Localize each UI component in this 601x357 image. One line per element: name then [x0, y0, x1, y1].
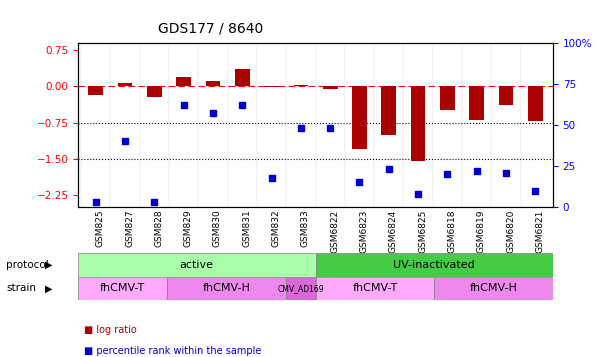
- Text: GSM825: GSM825: [96, 209, 105, 247]
- FancyBboxPatch shape: [78, 277, 167, 300]
- Text: GSM829: GSM829: [184, 209, 193, 247]
- Text: GSM6822: GSM6822: [330, 209, 339, 253]
- Text: fhCMV-T: fhCMV-T: [100, 283, 145, 293]
- Point: [120, 139, 130, 144]
- Bar: [528, 86, 543, 121]
- Bar: [352, 86, 367, 149]
- Bar: [293, 85, 308, 86]
- Text: ▶: ▶: [45, 260, 52, 270]
- Point: [91, 199, 100, 205]
- Text: GSM6820: GSM6820: [506, 209, 515, 253]
- Text: fhCMV-H: fhCMV-H: [203, 283, 251, 293]
- Text: fhCMV-T: fhCMV-T: [352, 283, 397, 293]
- Text: GSM828: GSM828: [154, 209, 163, 247]
- Point: [267, 175, 276, 180]
- Text: GSM6821: GSM6821: [535, 209, 545, 253]
- Text: CMV_AD169: CMV_AD169: [278, 284, 324, 293]
- Point: [325, 125, 335, 131]
- Point: [237, 102, 247, 108]
- Text: strain: strain: [6, 283, 36, 293]
- Bar: [147, 86, 162, 97]
- FancyBboxPatch shape: [286, 277, 316, 300]
- Bar: [176, 77, 191, 86]
- Bar: [499, 86, 513, 105]
- Point: [296, 125, 306, 131]
- Bar: [410, 86, 426, 161]
- Bar: [235, 69, 249, 86]
- Text: ■ percentile rank within the sample: ■ percentile rank within the sample: [84, 346, 261, 356]
- Bar: [264, 86, 279, 87]
- Bar: [88, 86, 103, 95]
- Point: [472, 168, 481, 174]
- Bar: [440, 86, 455, 110]
- Point: [179, 102, 189, 108]
- FancyBboxPatch shape: [316, 277, 435, 300]
- Point: [150, 199, 159, 205]
- Text: GSM6824: GSM6824: [389, 209, 398, 253]
- Text: protocol: protocol: [6, 260, 49, 270]
- Text: ■ log ratio: ■ log ratio: [84, 325, 137, 335]
- Text: GDS177 / 8640: GDS177 / 8640: [157, 21, 263, 35]
- Bar: [206, 81, 221, 86]
- Bar: [382, 86, 396, 135]
- Bar: [118, 83, 132, 86]
- FancyBboxPatch shape: [435, 277, 553, 300]
- Text: GSM831: GSM831: [242, 209, 251, 247]
- Text: GSM832: GSM832: [272, 209, 281, 247]
- Point: [442, 171, 452, 177]
- Text: fhCMV-H: fhCMV-H: [469, 283, 517, 293]
- Bar: [469, 86, 484, 120]
- Point: [531, 188, 540, 193]
- Text: GSM6823: GSM6823: [359, 209, 368, 253]
- Text: GSM6825: GSM6825: [418, 209, 427, 253]
- FancyBboxPatch shape: [316, 253, 553, 277]
- Bar: [323, 86, 338, 89]
- Text: active: active: [180, 260, 214, 270]
- FancyBboxPatch shape: [167, 277, 286, 300]
- Point: [208, 111, 218, 116]
- Text: UV-inactivated: UV-inactivated: [393, 260, 475, 270]
- FancyBboxPatch shape: [78, 253, 316, 277]
- Text: GSM833: GSM833: [301, 209, 310, 247]
- Text: GSM6819: GSM6819: [477, 209, 486, 253]
- Point: [501, 170, 511, 175]
- Text: GSM830: GSM830: [213, 209, 222, 247]
- Point: [355, 180, 364, 185]
- Text: GSM827: GSM827: [125, 209, 134, 247]
- Point: [384, 166, 394, 172]
- Text: ▶: ▶: [45, 283, 52, 293]
- Point: [413, 191, 423, 197]
- Text: GSM6818: GSM6818: [447, 209, 456, 253]
